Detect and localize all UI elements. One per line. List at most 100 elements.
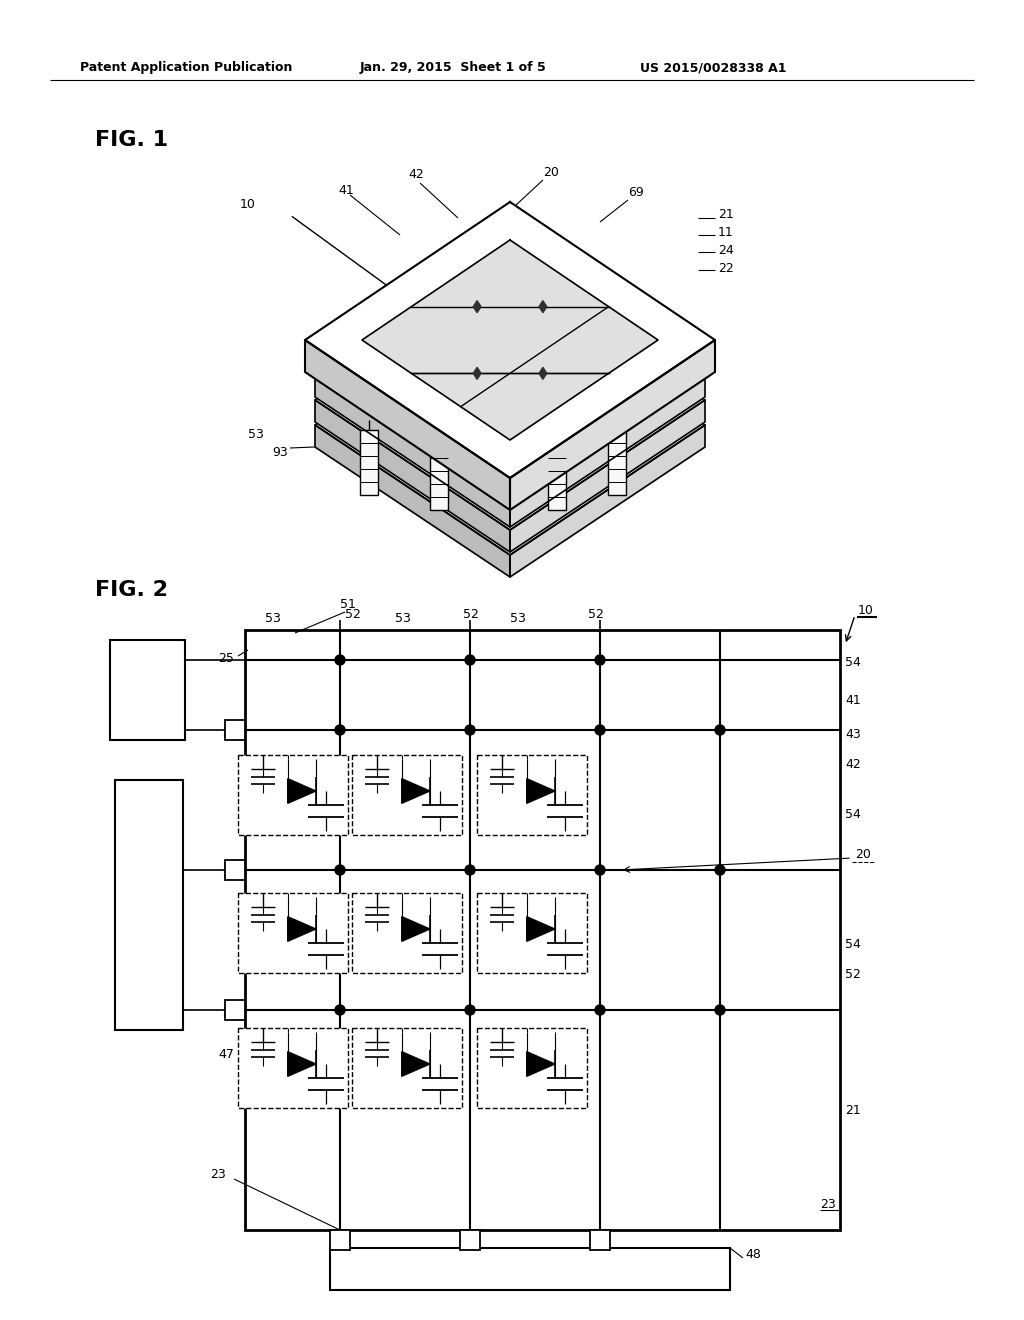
Text: 93: 93 <box>437 450 453 463</box>
Text: 41: 41 <box>338 183 353 197</box>
Polygon shape <box>473 301 481 313</box>
Text: 54: 54 <box>845 656 861 668</box>
Polygon shape <box>473 367 481 379</box>
Circle shape <box>335 865 345 875</box>
Bar <box>460 1230 480 1250</box>
Text: 42: 42 <box>845 759 861 771</box>
Text: 20: 20 <box>543 165 559 178</box>
Text: 41: 41 <box>845 693 861 706</box>
Text: FIG. 2: FIG. 2 <box>95 579 168 601</box>
Text: 24: 24 <box>222 726 238 738</box>
Polygon shape <box>305 202 715 478</box>
Text: Jan. 29, 2015  Sheet 1 of 5: Jan. 29, 2015 Sheet 1 of 5 <box>360 62 547 74</box>
Bar <box>352 755 462 836</box>
Polygon shape <box>315 271 705 531</box>
Polygon shape <box>288 779 315 804</box>
Polygon shape <box>510 400 705 552</box>
Circle shape <box>335 1005 345 1015</box>
Circle shape <box>715 865 725 875</box>
Bar <box>330 1247 730 1290</box>
Bar <box>245 630 840 1230</box>
Circle shape <box>715 1005 725 1015</box>
Text: 53: 53 <box>510 611 526 624</box>
Bar <box>477 894 587 973</box>
Polygon shape <box>315 400 510 552</box>
Text: 21: 21 <box>718 209 734 222</box>
Text: 24: 24 <box>222 1006 238 1019</box>
Bar <box>430 445 449 510</box>
Bar <box>238 894 348 973</box>
Text: 51: 51 <box>340 598 356 611</box>
Text: FIG. 1: FIG. 1 <box>95 129 168 150</box>
Bar <box>110 640 185 741</box>
Polygon shape <box>526 916 555 941</box>
Text: 24: 24 <box>718 243 734 256</box>
Polygon shape <box>539 301 547 313</box>
Text: US 2015/0028338 A1: US 2015/0028338 A1 <box>640 62 786 74</box>
Text: 43: 43 <box>845 729 861 742</box>
Text: BIAS POWER
SUPPLY: BIAS POWER SUPPLY <box>136 657 159 723</box>
Circle shape <box>595 1005 605 1015</box>
Circle shape <box>335 725 345 735</box>
Text: 53: 53 <box>265 611 281 624</box>
Text: 54: 54 <box>505 449 521 462</box>
Polygon shape <box>510 375 705 527</box>
Bar <box>115 780 183 1030</box>
Polygon shape <box>526 779 555 804</box>
Polygon shape <box>401 916 430 941</box>
Bar <box>608 430 626 495</box>
Bar <box>225 861 245 880</box>
Polygon shape <box>401 1052 430 1076</box>
Text: 10: 10 <box>858 603 873 616</box>
Polygon shape <box>315 375 510 527</box>
Text: 25: 25 <box>218 652 233 664</box>
Text: 23: 23 <box>210 1168 225 1181</box>
Polygon shape <box>539 367 547 379</box>
Text: 52: 52 <box>845 969 861 982</box>
Text: 42: 42 <box>408 169 424 181</box>
Text: 21: 21 <box>845 1104 861 1117</box>
Text: GATE DRIVER: GATE DRIVER <box>144 870 154 940</box>
Text: 52: 52 <box>588 607 604 620</box>
Circle shape <box>595 655 605 665</box>
Bar <box>238 755 348 836</box>
Text: 54: 54 <box>412 462 428 474</box>
Circle shape <box>465 865 475 875</box>
Polygon shape <box>315 425 510 577</box>
Bar <box>352 894 462 973</box>
Text: 69: 69 <box>628 186 644 198</box>
Text: 47: 47 <box>218 1048 233 1061</box>
Text: 54: 54 <box>845 939 861 952</box>
Bar <box>477 755 587 836</box>
Text: 52: 52 <box>345 607 360 620</box>
Text: 53: 53 <box>395 611 411 624</box>
Circle shape <box>465 1005 475 1015</box>
Circle shape <box>465 725 475 735</box>
Bar <box>225 719 245 741</box>
Polygon shape <box>510 425 705 577</box>
Polygon shape <box>526 1052 555 1076</box>
Polygon shape <box>401 779 430 804</box>
Bar <box>352 1028 462 1107</box>
Polygon shape <box>288 1052 315 1076</box>
Text: 11: 11 <box>718 226 734 239</box>
Circle shape <box>335 655 345 665</box>
Polygon shape <box>510 341 715 510</box>
Text: SIGNAL PROCESSING CIRCUIT: SIGNAL PROCESSING CIRCUIT <box>443 1262 616 1275</box>
Text: Patent Application Publication: Patent Application Publication <box>80 62 293 74</box>
Text: 10: 10 <box>240 198 256 211</box>
Polygon shape <box>315 294 705 554</box>
Bar <box>590 1230 610 1250</box>
Bar <box>330 1230 350 1250</box>
Text: 48: 48 <box>745 1249 761 1262</box>
Circle shape <box>715 725 725 735</box>
Circle shape <box>465 655 475 665</box>
Bar <box>225 1001 245 1020</box>
Circle shape <box>595 725 605 735</box>
Text: 54: 54 <box>455 499 471 511</box>
Bar <box>548 445 566 510</box>
Bar <box>477 1028 587 1107</box>
Text: 23: 23 <box>820 1199 836 1212</box>
Text: 20: 20 <box>855 849 870 862</box>
Polygon shape <box>315 246 705 506</box>
